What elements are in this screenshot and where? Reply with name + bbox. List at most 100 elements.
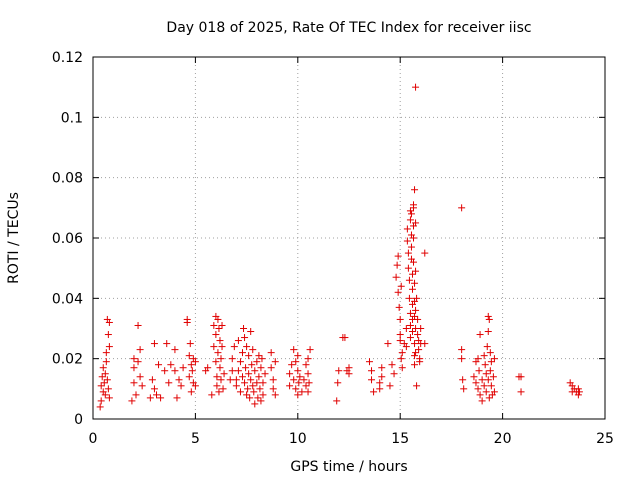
data-point [398, 364, 406, 372]
data-point [483, 343, 491, 351]
data-point [302, 382, 310, 390]
data-point [101, 370, 109, 378]
data-point [104, 331, 112, 339]
data-point [257, 364, 265, 372]
data-point [247, 376, 255, 384]
data-point [228, 355, 236, 363]
data-point [183, 318, 191, 326]
data-point [411, 340, 419, 348]
data-point [484, 328, 492, 336]
data-point [171, 346, 179, 354]
data-point [482, 370, 490, 378]
data-point [408, 285, 416, 293]
data-point [234, 367, 242, 375]
data-point [341, 334, 349, 342]
data-point [128, 397, 136, 405]
data-point [218, 321, 226, 329]
data-point [269, 385, 277, 393]
data-point [138, 382, 146, 390]
data-point [386, 382, 394, 390]
data-point [395, 303, 403, 311]
data-point [286, 382, 294, 390]
data-point [150, 385, 158, 393]
data-point [98, 373, 106, 381]
data-point [187, 361, 195, 369]
data-point [212, 331, 220, 339]
data-point [161, 367, 169, 375]
x-tick-label: 15 [391, 431, 409, 447]
data-point [248, 361, 256, 369]
x-tick-label: 5 [191, 431, 200, 447]
data-point [261, 370, 269, 378]
data-point [218, 343, 226, 351]
data-point [292, 358, 300, 366]
data-point [487, 358, 495, 366]
data-point [242, 364, 250, 372]
data-point [478, 397, 486, 405]
data-point [258, 355, 266, 363]
data-point [300, 376, 308, 384]
data-point [394, 288, 402, 296]
data-point [517, 388, 525, 396]
data-point [368, 376, 376, 384]
data-point [394, 252, 402, 260]
data-point [134, 321, 142, 329]
data-point [243, 343, 251, 351]
data-point [239, 373, 247, 381]
data-point [410, 258, 418, 266]
data-point [412, 267, 420, 275]
data-point [253, 358, 261, 366]
data-point [249, 346, 257, 354]
data-point [490, 388, 498, 396]
data-point [412, 219, 420, 227]
data-point [186, 340, 194, 348]
data-point [185, 352, 193, 360]
data-point [412, 349, 420, 357]
data-point [249, 382, 257, 390]
grid-lines [93, 57, 605, 419]
data-point [132, 391, 140, 399]
data-point [130, 355, 138, 363]
data-point [104, 385, 112, 393]
data-point [411, 186, 419, 194]
data-point [136, 373, 144, 381]
data-point [368, 367, 376, 375]
data-point [574, 385, 582, 393]
data-point [485, 315, 493, 323]
data-point [478, 376, 486, 384]
data-point [487, 382, 495, 390]
data-point [397, 282, 405, 290]
data-point [411, 361, 419, 369]
data-point [236, 358, 244, 366]
data-point [102, 349, 110, 357]
data-point [486, 367, 494, 375]
data-points [96, 83, 583, 411]
data-point [410, 234, 418, 242]
data-point [213, 373, 221, 381]
data-point [404, 264, 412, 272]
data-point [267, 364, 275, 372]
data-point [130, 364, 138, 372]
data-point [304, 355, 312, 363]
y-axis-label: ROTI / TECUs [6, 192, 22, 284]
data-point [403, 225, 411, 233]
data-point [388, 361, 396, 369]
data-point [345, 364, 353, 372]
y-tick-label: 0.06 [52, 231, 83, 247]
data-point [240, 325, 248, 332]
data-point [334, 379, 342, 387]
x-tick-label: 10 [289, 431, 307, 447]
data-point [216, 364, 224, 372]
data-point [230, 343, 238, 351]
data-point [396, 331, 404, 339]
data-point [476, 331, 484, 339]
data-point [236, 388, 244, 396]
data-point [384, 340, 392, 348]
data-point [226, 376, 234, 384]
data-point [294, 367, 302, 375]
data-point [458, 204, 466, 212]
data-point [255, 352, 263, 360]
data-point [335, 367, 343, 375]
data-point [574, 391, 582, 399]
